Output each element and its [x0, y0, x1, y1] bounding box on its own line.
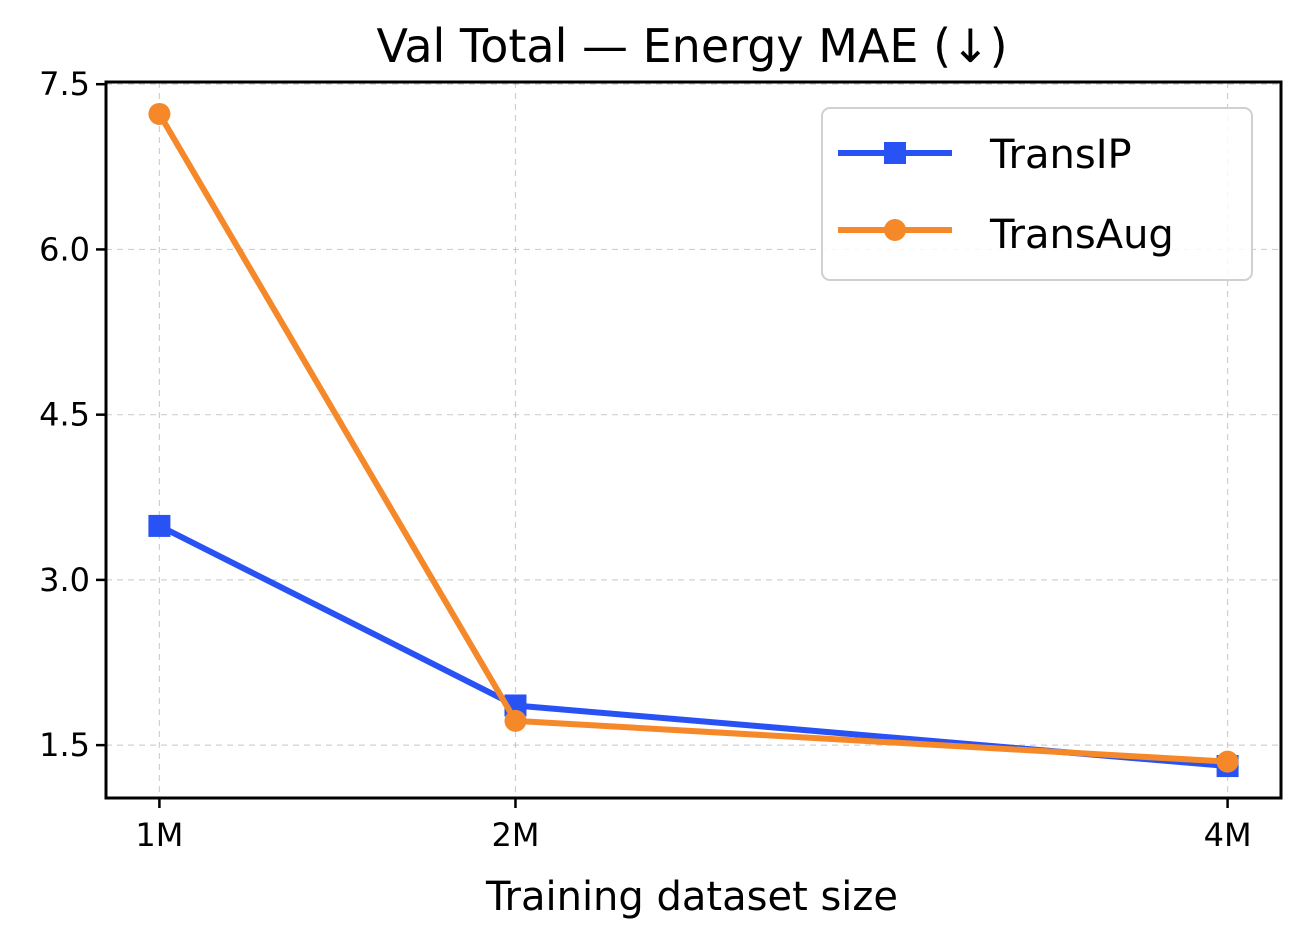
series-layer: [148, 102, 1239, 778]
legend-marker-transip: [884, 142, 906, 164]
x-tick-label-2M: 2M: [491, 816, 539, 854]
y-tick-label-1.5: 1.5: [39, 726, 90, 764]
legend-marker-transaug: [884, 219, 906, 241]
y-tick-label-6.0: 6.0: [39, 230, 90, 268]
point-transaug-4M: [1216, 750, 1239, 773]
x-tick-label-4M: 4M: [1204, 816, 1252, 854]
point-transaug-2M: [504, 709, 527, 732]
point-transaug-1M: [148, 102, 171, 125]
chart-title: Val Total — Energy MAE (↓): [376, 19, 1007, 73]
plot-frame: [104, 80, 1283, 800]
y-tick-label-4.5: 4.5: [39, 396, 90, 434]
legend-label-transip: TransIP: [989, 132, 1132, 178]
legend-label-transaug: TransAug: [989, 212, 1174, 258]
x-tick-label-1M: 1M: [135, 816, 183, 854]
x-axis-label: Training dataset size: [485, 874, 898, 920]
legend: TransIP TransAug: [821, 107, 1253, 281]
y-tick-label-3.0: 3.0: [39, 561, 90, 599]
ticks: 1M 2M 4M 1.5 3.0 4.5 6.0 7.5: [39, 65, 1251, 854]
point-transip-1M: [148, 514, 171, 537]
y-tick-label-7.5: 7.5: [39, 65, 90, 103]
